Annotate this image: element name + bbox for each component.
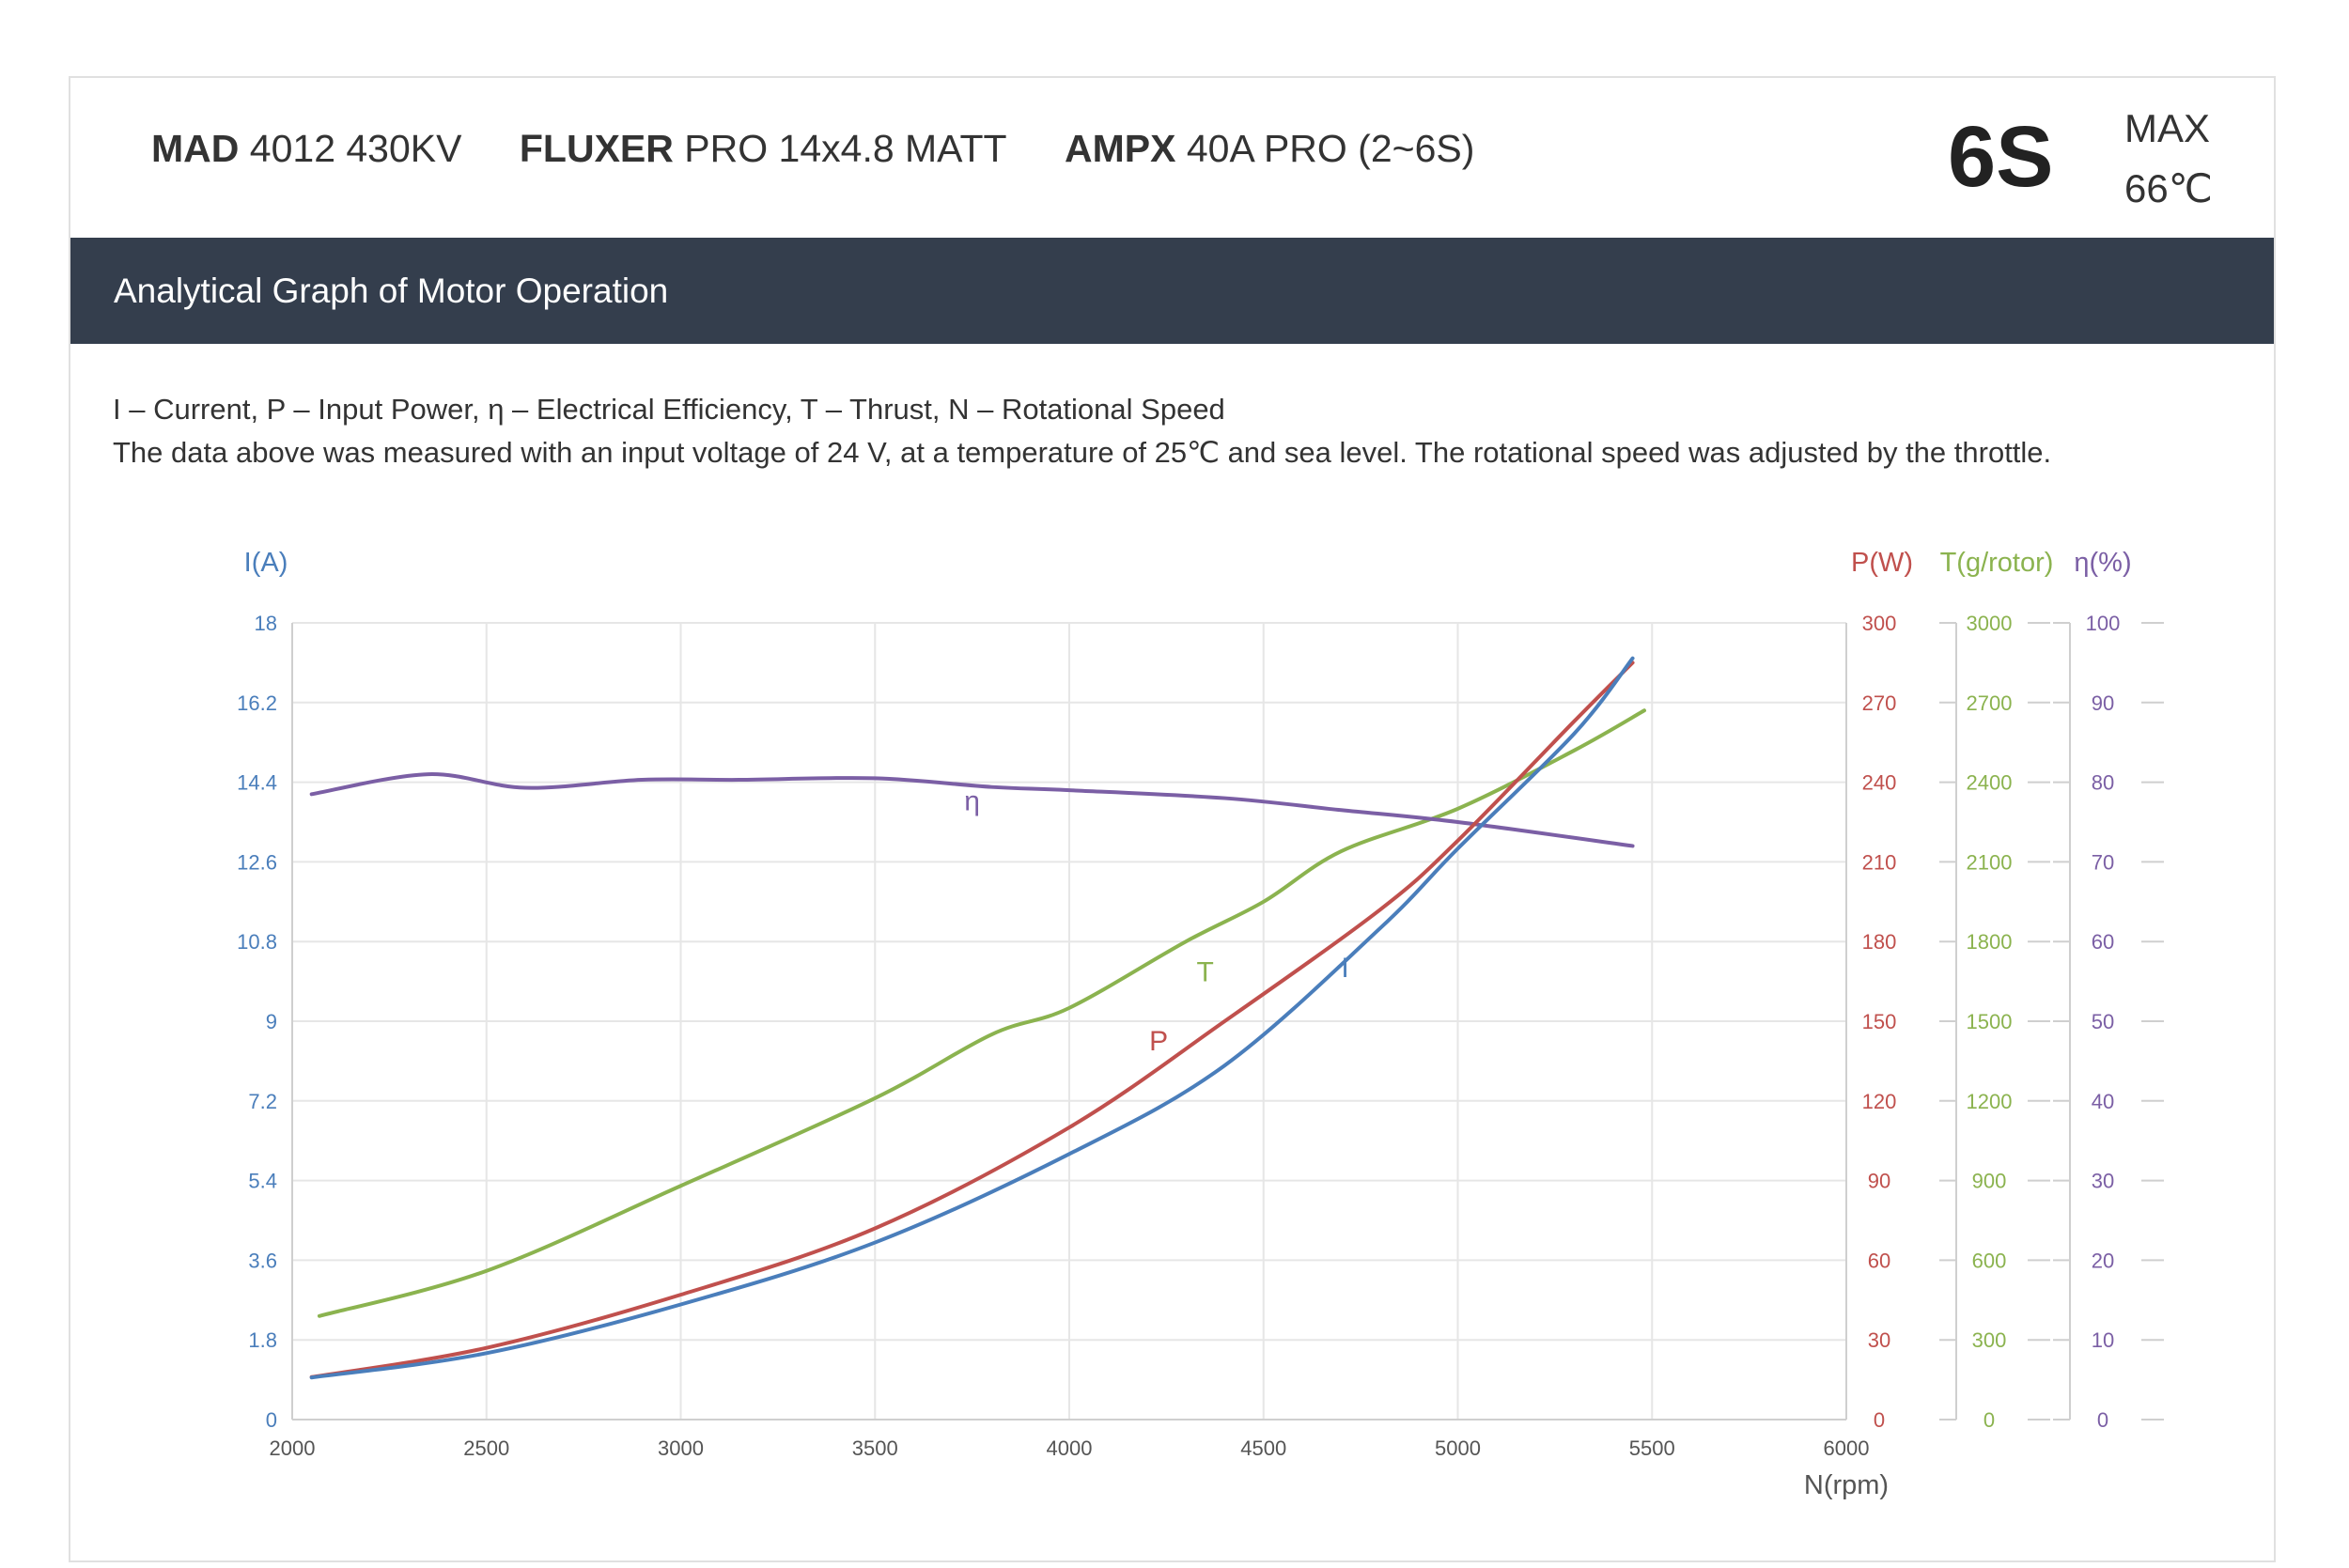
legend-line: I – Current, P – Input Power, η – Electr… [113, 393, 1225, 426]
max-temperature: MAX 66℃ [2124, 99, 2213, 219]
thrust-series-label: T [1197, 957, 1214, 988]
current-tick-label: 1.8 [248, 1328, 277, 1352]
power-tick-label: 30 [1868, 1328, 1890, 1352]
x-tick-label: 2500 [463, 1436, 509, 1460]
power-series-line [309, 660, 1635, 1379]
efficiency-tick-label: 20 [2092, 1249, 2114, 1272]
power-tick-label: 120 [1862, 1090, 1897, 1113]
thrust-tick-label: 3000 [1967, 612, 2013, 635]
power-series-label: P [1149, 1026, 1168, 1057]
current-tick-label: 12.6 [237, 850, 277, 874]
x-tick-label: 3000 [658, 1436, 704, 1460]
motor-model: 4012 430KV [249, 127, 462, 170]
efficiency-tick-label: 10 [2092, 1328, 2114, 1352]
current-series-line [309, 656, 1635, 1380]
thrust-series-line [317, 708, 1646, 1318]
chart-lines [309, 656, 1646, 1380]
x-tick-label: 5500 [1629, 1436, 1675, 1460]
thrust-tick-label: 2100 [1967, 850, 2013, 874]
cell-count: 6S [1948, 109, 2054, 205]
x-tick-label: 4000 [1047, 1436, 1093, 1460]
efficiency-tick-label: 100 [2086, 612, 2121, 635]
chart-notes: I – Current, P – Input Power, η – Electr… [113, 388, 2051, 474]
section-title: Analytical Graph of Motor Operation [114, 272, 669, 310]
chart-axes: 2000 2500 3000 3500 4000 4500 5000 5500 600001.8… [237, 548, 2164, 1500]
efficiency-tick-label: 80 [2092, 771, 2114, 795]
chart-grid [291, 622, 1847, 1421]
current-series-label: I [1341, 953, 1348, 984]
conditions-line: The data above was measured with an inpu… [113, 436, 2052, 469]
efficiency-axis-title: η(%) [2074, 548, 2131, 578]
power-tick-label: 0 [1874, 1408, 1885, 1432]
power-tick-label: 60 [1868, 1249, 1890, 1272]
chart-card: MAD 4012 430KV FLUXER PRO 14x4.8 MATT AM… [69, 76, 2276, 1562]
thrust-tick-label: 600 [1972, 1249, 2007, 1272]
esc-model: 40A PRO (2~6S) [1186, 127, 1475, 170]
efficiency-tick-label: 60 [2092, 930, 2114, 954]
prop-brand: FLUXER [519, 127, 674, 170]
current-tick-label: 16.2 [237, 691, 277, 715]
current-tick-label: 18 [255, 612, 277, 635]
x-tick-label: 2000 [270, 1436, 316, 1460]
prop-model: PRO 14x4.8 MATT [684, 127, 1007, 170]
power-tick-label: 270 [1862, 691, 1897, 715]
current-tick-label: 0 [266, 1408, 277, 1432]
motor-brand: MAD [151, 127, 240, 170]
thrust-axis-title: T(g/rotor) [1940, 548, 2054, 578]
thrust-tick-label: 1500 [1967, 1010, 2013, 1033]
efficiency-series-line [309, 772, 1635, 848]
x-tick-label: 5000 [1435, 1436, 1481, 1460]
efficiency-series-label: η [964, 785, 980, 816]
max-temp-value: 66℃ [2124, 166, 2213, 210]
x-axis-title: N(rpm) [1804, 1470, 1889, 1500]
power-axis-title: P(W) [1851, 548, 1913, 578]
current-axis-title: I(A) [244, 548, 288, 578]
power-tick-label: 150 [1862, 1010, 1897, 1033]
thrust-tick-label: 1800 [1967, 930, 2013, 954]
efficiency-tick-label: 90 [2092, 691, 2114, 715]
x-tick-label: 3500 [852, 1436, 898, 1460]
current-tick-label: 3.6 [248, 1249, 277, 1272]
product-header: MAD 4012 430KV FLUXER PRO 14x4.8 MATT AM… [70, 78, 2274, 238]
power-tick-label: 180 [1862, 930, 1897, 954]
esc-brand: AMPX [1064, 127, 1176, 170]
current-tick-label: 14.4 [237, 771, 277, 795]
chart-labels: η T P I [964, 785, 1348, 1057]
current-tick-label: 7.2 [248, 1090, 277, 1113]
current-tick-label: 10.8 [237, 930, 277, 954]
power-tick-label: 90 [1868, 1170, 1890, 1193]
x-tick-label: 4500 [1240, 1436, 1286, 1460]
thrust-tick-label: 300 [1972, 1328, 2007, 1352]
efficiency-tick-label: 0 [2097, 1408, 2108, 1432]
thrust-tick-label: 0 [1983, 1408, 1995, 1432]
current-tick-label: 5.4 [248, 1170, 277, 1193]
current-tick-label: 9 [266, 1010, 277, 1033]
efficiency-tick-label: 30 [2092, 1170, 2114, 1193]
thrust-tick-label: 1200 [1967, 1090, 2013, 1113]
efficiency-tick-label: 50 [2092, 1010, 2114, 1033]
power-tick-label: 240 [1862, 771, 1897, 795]
max-label: MAX [2124, 106, 2211, 150]
thrust-tick-label: 2700 [1967, 691, 2013, 715]
efficiency-tick-label: 70 [2092, 850, 2114, 874]
power-tick-label: 300 [1862, 612, 1897, 635]
thrust-tick-label: 2400 [1967, 771, 2013, 795]
thrust-tick-label: 900 [1972, 1170, 2007, 1193]
section-bar: Analytical Graph of Motor Operation [70, 238, 2274, 344]
efficiency-tick-label: 40 [2092, 1090, 2114, 1113]
product-specs: MAD 4012 430KV FLUXER PRO 14x4.8 MATT AM… [151, 127, 1474, 171]
x-tick-label: 6000 [1824, 1436, 1870, 1460]
power-tick-label: 210 [1862, 850, 1897, 874]
